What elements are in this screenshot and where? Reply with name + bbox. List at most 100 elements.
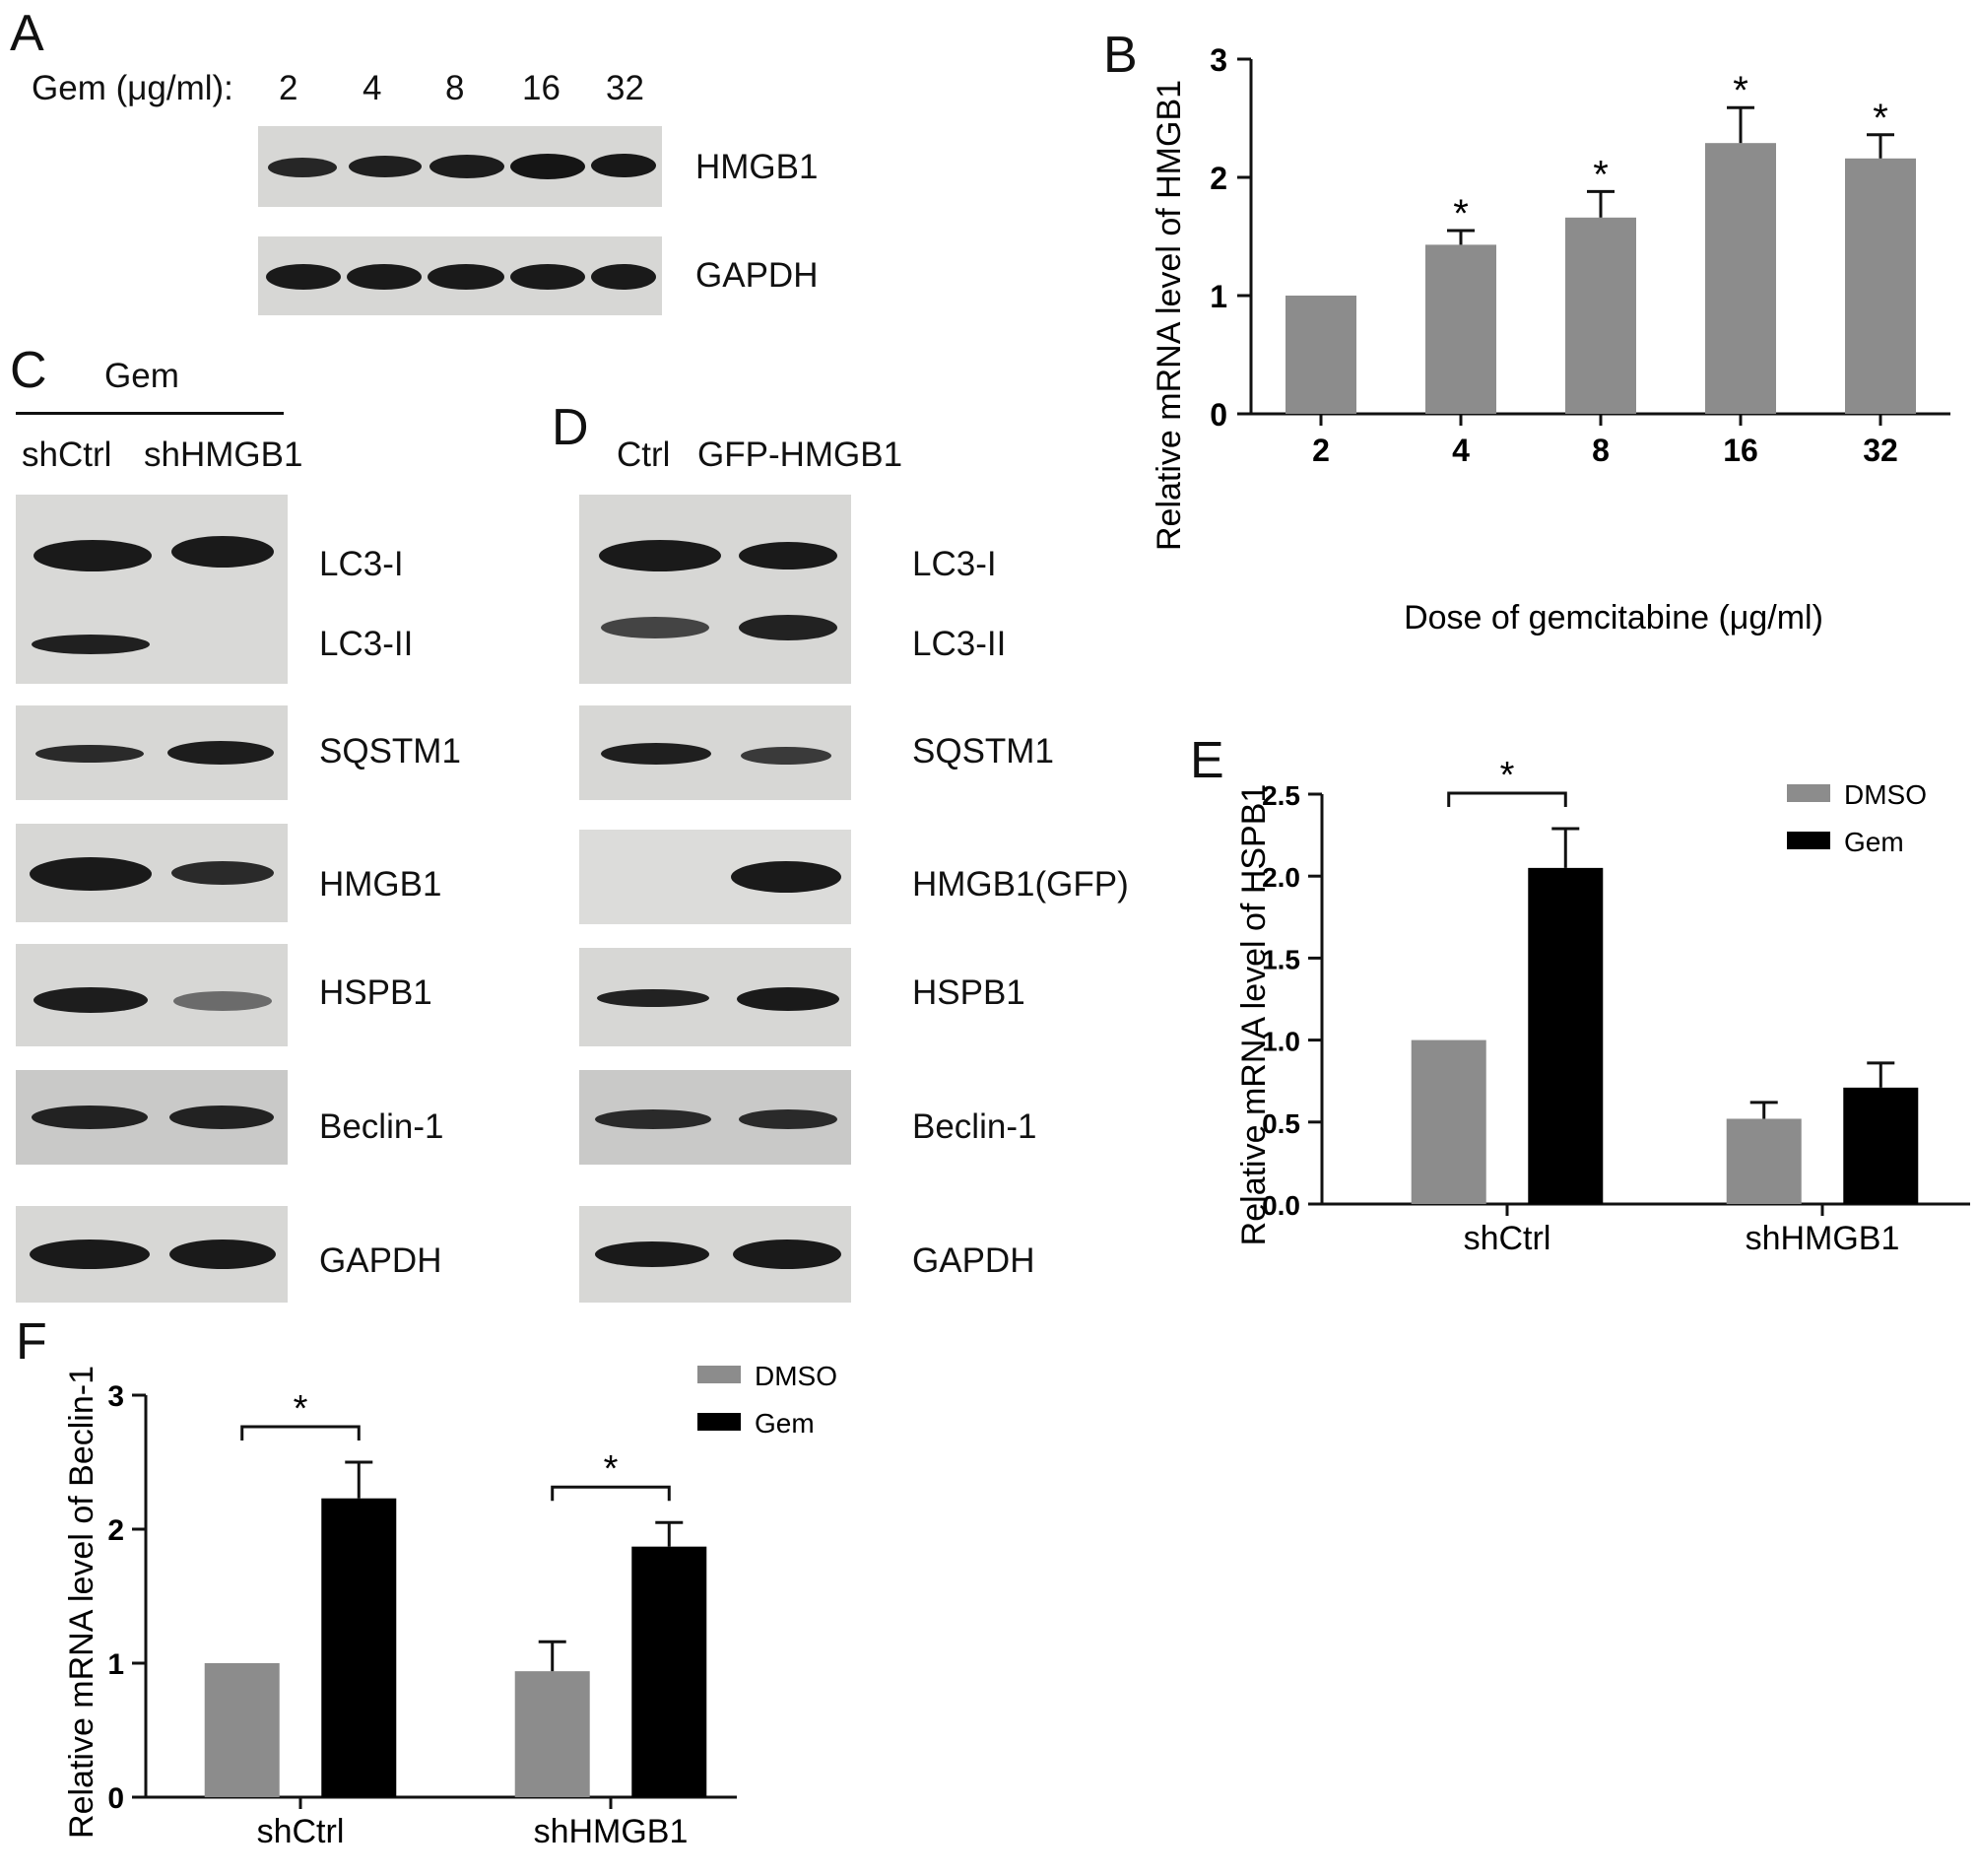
chart-e: Relative mRNA level of HSPB1 0.0 0.5 1.0 1.… bbox=[1235, 755, 1970, 1257]
blot-d-hspb1 bbox=[579, 948, 851, 1046]
band bbox=[599, 540, 721, 571]
legend-label-dmso: DMSO bbox=[755, 1361, 837, 1391]
y-tick-label: 2.0 bbox=[1262, 862, 1300, 893]
panel-label-c: C bbox=[10, 342, 47, 399]
x-tick-label: 4 bbox=[1452, 433, 1470, 468]
x-tick-label: 2 bbox=[1312, 433, 1330, 468]
c-label-gapdh: GAPDH bbox=[319, 1241, 442, 1280]
band bbox=[32, 635, 150, 654]
c-label-lc3-ii: LC3-II bbox=[319, 625, 414, 663]
blot-a-gapdh bbox=[258, 236, 662, 315]
chart-b-ylabel: Relative mRNA level of HMGB1 bbox=[1151, 80, 1188, 551]
blot-d-lc3 bbox=[579, 495, 851, 684]
x-tick-label: 32 bbox=[1863, 433, 1898, 468]
significance-star: * bbox=[1500, 755, 1515, 796]
band bbox=[266, 264, 341, 290]
significance-star: * bbox=[1733, 69, 1748, 112]
c-label-beclin1: Beclin-1 bbox=[319, 1107, 444, 1146]
d-col-gfp-hmgb1: GFP-HMGB1 bbox=[697, 436, 903, 474]
band bbox=[739, 615, 837, 640]
significance-star: * bbox=[1593, 153, 1609, 196]
y-tick-label: 3 bbox=[1210, 42, 1227, 78]
band bbox=[591, 264, 656, 290]
dose-8: 8 bbox=[445, 69, 465, 107]
legend-swatch-gem bbox=[1787, 832, 1830, 849]
y-tick-label: 0.5 bbox=[1262, 1108, 1300, 1139]
blot-c-hmgb1 bbox=[16, 824, 288, 922]
blot-c-beclin bbox=[16, 1070, 288, 1165]
y-tick-label: 2.5 bbox=[1262, 780, 1300, 811]
legend-swatch-gem bbox=[697, 1413, 741, 1431]
x-tick-label: shCtrl bbox=[257, 1813, 345, 1850]
band bbox=[35, 745, 144, 763]
blot-c-lc3 bbox=[16, 495, 288, 684]
bar-dmso bbox=[204, 1663, 280, 1797]
significance-bracket bbox=[240, 1425, 361, 1440]
y-tick-label: 0 bbox=[107, 1782, 124, 1815]
bar-gem bbox=[321, 1498, 397, 1797]
y-tick-label: 1 bbox=[1210, 279, 1227, 314]
c-label-hmgb1: HMGB1 bbox=[319, 865, 442, 904]
d-label-hmgb1-gfp: HMGB1(GFP) bbox=[912, 865, 1129, 904]
gem-dose-label: Gem (μg/ml): bbox=[32, 69, 233, 107]
significance-bracket bbox=[551, 1485, 671, 1502]
dose-2: 2 bbox=[279, 69, 298, 107]
dose-4: 4 bbox=[363, 69, 382, 107]
legend-label-gem: Gem bbox=[1844, 827, 1904, 857]
bar-gem bbox=[631, 1546, 707, 1797]
band bbox=[597, 989, 709, 1007]
bar bbox=[1845, 158, 1916, 415]
dose-16: 16 bbox=[522, 69, 560, 107]
blot-c-hspb1 bbox=[16, 944, 288, 1046]
blot-c-sqstm1 bbox=[16, 705, 288, 800]
x-tick-label: 8 bbox=[1592, 433, 1610, 468]
band bbox=[268, 158, 337, 177]
band bbox=[349, 156, 422, 177]
band bbox=[591, 154, 656, 177]
c-col-shhmgb1: shHMGB1 bbox=[144, 436, 303, 474]
blot-d-gapdh bbox=[579, 1206, 851, 1303]
d-label-hspb1: HSPB1 bbox=[912, 973, 1025, 1012]
d-label-gapdh: GAPDH bbox=[912, 1241, 1035, 1280]
band bbox=[601, 617, 709, 638]
d-col-ctrl: Ctrl bbox=[617, 436, 671, 474]
chart-f: Relative mRNA level of Beclin-1 0 1 2 3 shCt… bbox=[63, 1361, 837, 1850]
panel-label-f: F bbox=[16, 1313, 47, 1371]
band bbox=[739, 1109, 837, 1129]
band bbox=[595, 1241, 709, 1267]
y-tick-label: 0 bbox=[1210, 397, 1227, 433]
x-tick-label: shHMGB1 bbox=[1746, 1220, 1900, 1257]
significance-star: * bbox=[1453, 192, 1469, 235]
bar bbox=[1565, 217, 1636, 414]
y-tick-label: 3 bbox=[107, 1380, 124, 1413]
bar-dmso bbox=[514, 1671, 590, 1797]
x-tick-label: shCtrl bbox=[1464, 1220, 1551, 1257]
significance-star: * bbox=[294, 1388, 308, 1430]
bar bbox=[1286, 296, 1356, 414]
band bbox=[601, 743, 711, 765]
band bbox=[32, 1106, 148, 1129]
band bbox=[173, 991, 272, 1011]
band bbox=[171, 536, 274, 568]
band bbox=[731, 861, 841, 893]
band bbox=[171, 861, 274, 885]
x-tick-label: shHMGB1 bbox=[534, 1813, 689, 1850]
panel-label-d: D bbox=[552, 399, 589, 456]
bar-gem bbox=[1843, 1087, 1919, 1204]
x-tick-label: 16 bbox=[1723, 433, 1758, 468]
chart-e-plot: 0.0 0.5 1.0 1.5 2.0 2.5 shCtrl * shHMGB1 DMSO Gem bbox=[1262, 755, 1970, 1257]
legend-label-dmso: DMSO bbox=[1844, 779, 1927, 810]
band bbox=[347, 264, 422, 290]
chart-f-ylabel: Relative mRNA level of Beclin-1 bbox=[63, 1366, 100, 1839]
c-gem-line bbox=[16, 412, 284, 415]
band bbox=[167, 741, 274, 765]
band bbox=[733, 1240, 841, 1269]
bar bbox=[1425, 244, 1496, 414]
band bbox=[429, 155, 504, 178]
blot-d-beclin bbox=[579, 1070, 851, 1165]
chart-e-ylabel: Relative mRNA level of HSPB1 bbox=[1235, 784, 1273, 1246]
band bbox=[737, 987, 839, 1011]
blot-a-hmgb1 bbox=[258, 126, 662, 207]
y-tick-label: 1.0 bbox=[1262, 1027, 1300, 1057]
